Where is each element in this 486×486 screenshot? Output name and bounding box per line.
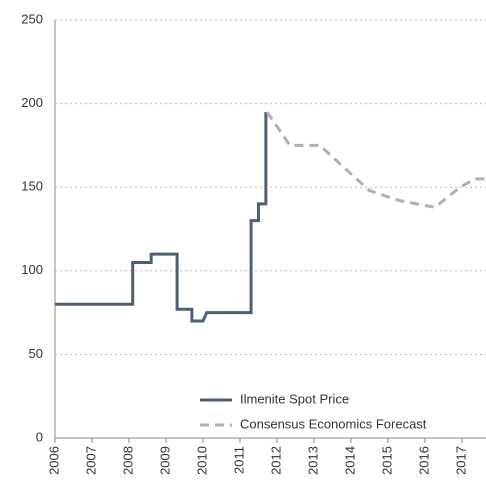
series-line [265,111,486,209]
x-tick-label: 2008 [120,446,135,475]
y-tick-label: 100 [21,262,43,277]
series-line [55,111,268,323]
x-tick-label: 2017 [453,446,468,475]
y-tick-label: 150 [21,179,43,194]
x-tick-label: 2009 [157,446,172,475]
x-tick-label: 2014 [342,446,357,475]
y-tick-label: 0 [36,429,43,444]
y-tick-label: 250 [21,11,43,26]
x-tick-label: 2012 [268,446,283,475]
x-tick-label: 2013 [305,446,320,475]
y-tick-label: 50 [29,346,43,361]
x-tick-label: 2015 [379,446,394,475]
x-tick-label: 2007 [83,446,98,475]
legend-label: Consensus Economics Forecast [240,416,427,431]
x-tick-label: 2011 [231,446,246,474]
legend-label: Ilmenite Spot Price [240,391,349,406]
x-tick-label: 2010 [194,446,209,475]
x-tick-label: 2016 [416,446,431,475]
x-tick-label: 2006 [46,446,61,475]
y-tick-label: 200 [21,95,43,110]
